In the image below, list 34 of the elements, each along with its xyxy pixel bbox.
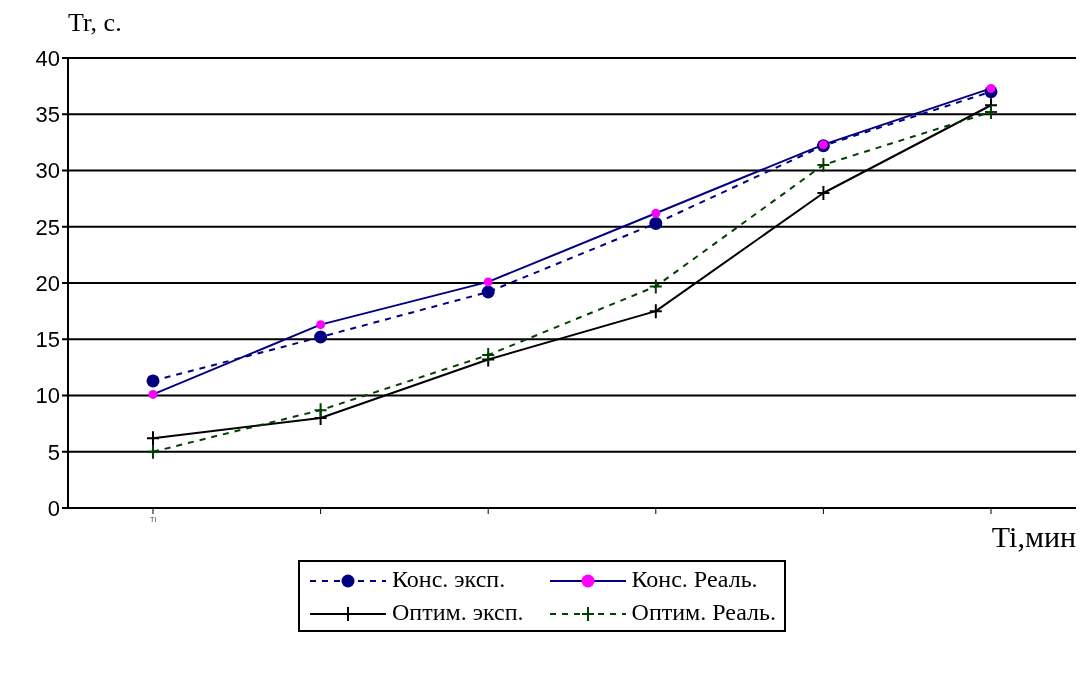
- point: [648, 278, 663, 295]
- point: [146, 430, 160, 447]
- y-tick-label: 40: [35, 45, 60, 71]
- point: [481, 285, 495, 299]
- legend-label: Оптим. Реаль.: [630, 599, 777, 626]
- point: [816, 185, 831, 201]
- point: [651, 208, 661, 218]
- point: [146, 374, 160, 388]
- point: [483, 277, 493, 287]
- y-tick-label: 30: [35, 158, 60, 184]
- point: [313, 402, 328, 419]
- point: [648, 303, 663, 320]
- point: [146, 443, 160, 460]
- legend-label: Конс. Реаль.: [630, 566, 759, 593]
- x-tick-label: Ti: [149, 514, 157, 524]
- y-tick-label: 0: [47, 495, 60, 521]
- point: [984, 104, 998, 120]
- point: [148, 389, 158, 399]
- y-tick-label: 5: [47, 439, 60, 465]
- point: [314, 330, 328, 344]
- y-axis-title: Tr, c.: [68, 8, 123, 39]
- x-axis-title: Ti,мин: [991, 520, 1076, 553]
- legend-label: Оптим. эксп.: [391, 599, 524, 626]
- point: [816, 156, 831, 173]
- y-tick-label: 25: [35, 214, 60, 240]
- point: [316, 320, 326, 330]
- y-tick-label: 10: [35, 383, 60, 409]
- point: [986, 83, 996, 93]
- y-tick-label: 35: [35, 102, 60, 128]
- y-tick-label: 15: [35, 327, 60, 353]
- point: [481, 347, 496, 363]
- point: [649, 216, 663, 230]
- y-tick-label: 20: [35, 270, 60, 296]
- legend-label: Конс. эксп.: [391, 566, 507, 593]
